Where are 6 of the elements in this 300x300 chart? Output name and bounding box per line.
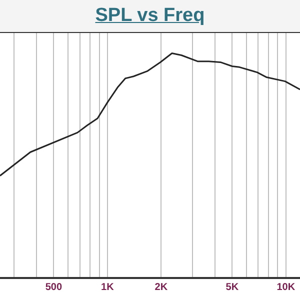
x-tick-label: 2K <box>154 282 168 293</box>
x-tick-label: 5K <box>226 282 240 293</box>
chart-title: SPL vs Freq <box>0 0 300 33</box>
x-tick-label: 10K <box>276 282 296 293</box>
x-tick-label: 500 <box>45 282 62 293</box>
x-tick-label: 1K <box>101 282 115 293</box>
